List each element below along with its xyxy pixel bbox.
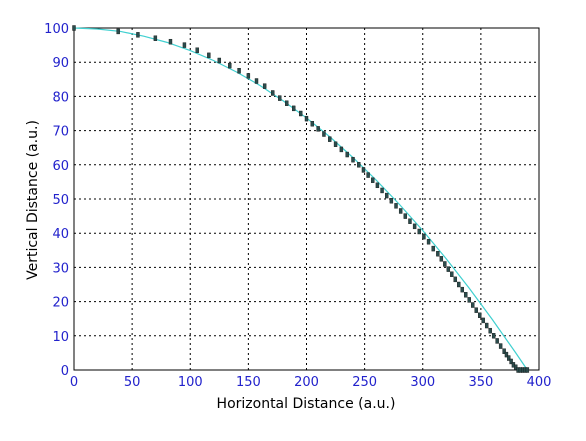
data-point [467, 297, 471, 303]
data-point [507, 355, 511, 361]
data-point [298, 110, 303, 117]
x-tick-label: 200 [294, 375, 319, 390]
data-point [488, 327, 492, 334]
data-point [278, 95, 282, 101]
data-point [136, 32, 140, 38]
data-point [316, 126, 320, 132]
y-tick-label: 30 [52, 261, 69, 276]
data-point [504, 351, 509, 358]
data-point [464, 292, 468, 298]
data-point [366, 172, 370, 178]
data-point [460, 286, 464, 293]
data-point [254, 78, 259, 84]
y-tick-label: 10 [52, 330, 69, 345]
data-point [514, 364, 518, 370]
data-point [153, 35, 158, 41]
data-point [436, 251, 440, 257]
data-point [371, 177, 375, 183]
x-tick-label: 100 [178, 375, 203, 390]
data-point [380, 187, 384, 194]
x-tick-label: 350 [468, 375, 493, 390]
x-tick-label: 150 [236, 375, 261, 390]
data-point [195, 47, 199, 53]
data-point [182, 42, 187, 48]
y-tick-label: 80 [52, 90, 69, 105]
data-point [333, 141, 338, 147]
data-point [439, 256, 444, 262]
data-point [304, 115, 309, 122]
data-point [262, 83, 267, 89]
data-point [457, 281, 461, 288]
data-point [502, 348, 506, 354]
y-tick-label: 90 [52, 56, 69, 71]
data-point [228, 62, 232, 69]
data-point [446, 266, 451, 272]
grid [74, 28, 539, 370]
data-point [339, 146, 344, 153]
data-point [509, 358, 513, 365]
data-point [481, 317, 485, 324]
data-point [389, 198, 394, 204]
x-tick-label: 300 [410, 375, 435, 390]
y-tick-label: 60 [52, 159, 69, 174]
data-point [72, 25, 76, 31]
data-point [484, 322, 489, 329]
data-point [491, 333, 496, 339]
data-point [285, 100, 289, 106]
data-point [217, 57, 222, 64]
y-tick-label: 70 [52, 125, 69, 140]
data-markers [72, 25, 530, 373]
x-tick-label: 50 [124, 375, 141, 390]
plot-frame [73, 27, 540, 371]
data-point [271, 90, 275, 96]
data-point [450, 271, 454, 277]
y-tick-label: 0 [61, 364, 69, 379]
data-point [398, 208, 403, 214]
data-point [351, 156, 355, 163]
y-tick-label: 40 [52, 227, 69, 242]
data-point [328, 136, 332, 142]
data-point [385, 192, 389, 199]
data-point [525, 367, 530, 373]
data-point [417, 228, 421, 235]
data-point [422, 233, 426, 240]
data-point [498, 343, 503, 349]
x-axis-label: Horizontal Distance (a.u.) [217, 396, 396, 412]
data-point [375, 182, 380, 189]
y-tick-label: 50 [52, 193, 69, 208]
y-axis-ticks: 0 10 20 30 40 50 60 70 80 90 100 [44, 22, 69, 379]
data-point [361, 167, 366, 173]
data-point [207, 52, 211, 59]
data-point [412, 223, 417, 230]
data-point [403, 213, 408, 219]
data-point [357, 162, 361, 168]
data-point [246, 73, 251, 79]
data-point [474, 307, 478, 313]
data-point [471, 302, 475, 308]
y-tick-label: 20 [52, 296, 69, 311]
data-point [292, 105, 296, 112]
data-point [426, 239, 431, 245]
data-point [453, 276, 457, 283]
data-point [443, 261, 447, 267]
data-point [237, 68, 241, 74]
data-point [345, 151, 349, 158]
data-point [495, 338, 499, 344]
x-tick-label: 0 [70, 375, 78, 390]
y-axis-label: Vertical Distance (a.u.) [25, 120, 41, 280]
x-tick-label: 250 [352, 375, 377, 390]
data-point [116, 28, 120, 35]
data-point [168, 38, 173, 45]
y-tick-label: 100 [44, 22, 69, 37]
data-point [394, 203, 398, 209]
data-point [322, 131, 326, 137]
x-tick-label: 400 [527, 375, 552, 390]
data-point [408, 218, 412, 224]
x-axis-ticks: 0 50 100 150 200 250 300 350 400 [70, 375, 552, 390]
data-point [478, 312, 482, 318]
data-point [310, 121, 315, 127]
data-point [431, 245, 435, 252]
